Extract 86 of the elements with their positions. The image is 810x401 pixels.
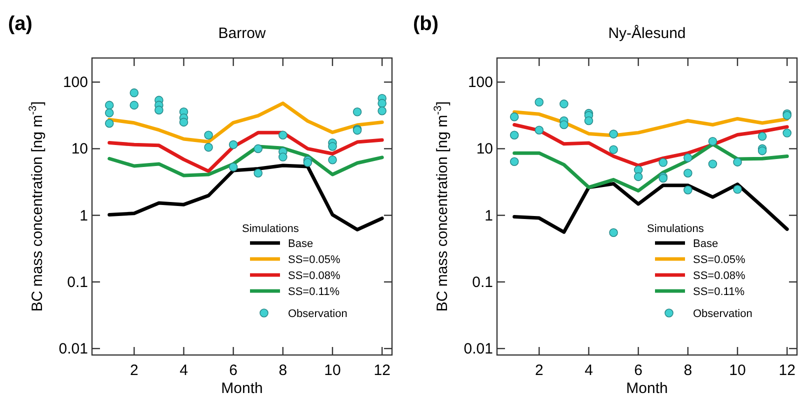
x-tick-label: 12 xyxy=(778,362,796,379)
point xyxy=(510,130,519,140)
legend-label: SS=0.05% xyxy=(288,254,341,266)
y-tick-label: 0.01 xyxy=(58,340,88,358)
point xyxy=(684,153,692,162)
point xyxy=(303,158,312,167)
x-axis-title: Month xyxy=(221,380,263,397)
legend-label: Base xyxy=(693,238,718,250)
legend-label: Observation xyxy=(288,308,348,320)
legend-label: SS=0.08% xyxy=(288,270,341,282)
x-tick-label: 6 xyxy=(634,362,642,379)
text: (a) xyxy=(8,13,32,35)
y-tick-label: 10 xyxy=(71,140,88,158)
point xyxy=(179,118,188,127)
x-tick-label: 8 xyxy=(278,362,288,379)
chart-title: Ny-Ålesund xyxy=(608,24,686,42)
point xyxy=(130,88,139,98)
line-series xyxy=(512,182,789,234)
point xyxy=(510,112,519,122)
x-tick-label: 4 xyxy=(584,362,593,379)
point xyxy=(154,106,164,114)
line-series xyxy=(108,144,384,178)
point xyxy=(510,157,519,166)
legend-label: Observation xyxy=(693,308,752,320)
point xyxy=(782,128,792,138)
chart-title: Barrow xyxy=(218,25,266,42)
x-tick-label: 12 xyxy=(374,362,390,379)
point xyxy=(634,172,643,182)
legend-label: SS=0.08% xyxy=(693,270,746,282)
x-tick-label: 2 xyxy=(130,362,138,379)
point xyxy=(684,168,692,178)
point xyxy=(378,106,386,116)
point xyxy=(609,130,618,138)
legend-label: SS=0.05% xyxy=(693,254,746,266)
x-tick-label: 10 xyxy=(324,362,341,379)
point xyxy=(609,145,618,154)
point xyxy=(204,142,213,152)
y-tick-label: 1 xyxy=(484,207,493,224)
x-tick-label: 2 xyxy=(534,362,544,379)
point xyxy=(352,107,362,116)
point xyxy=(204,130,213,140)
x-axis-title: Month xyxy=(626,380,668,397)
point xyxy=(560,120,568,130)
point xyxy=(254,168,263,178)
y-tick-label: 100 xyxy=(62,74,88,92)
legend-label: SS=0.11% xyxy=(288,286,340,298)
point xyxy=(328,142,337,151)
legend-label: Base xyxy=(288,238,314,250)
point xyxy=(733,184,742,194)
point xyxy=(658,158,668,167)
legend-title: Simulations xyxy=(242,223,300,235)
point xyxy=(609,228,618,238)
point xyxy=(584,116,594,126)
point xyxy=(758,132,767,141)
y-tick-label: 10 xyxy=(476,140,493,158)
y-tick-label: 1 xyxy=(80,207,88,224)
y-tick-label: 0.1 xyxy=(472,274,493,291)
point xyxy=(254,144,263,154)
point xyxy=(684,186,692,194)
text: (b) xyxy=(413,13,439,35)
point xyxy=(708,160,718,168)
point xyxy=(733,158,742,166)
x-tick-label: 6 xyxy=(229,362,238,379)
point xyxy=(708,136,718,146)
x-tick-label: 10 xyxy=(729,362,746,379)
line-series xyxy=(108,130,384,173)
point xyxy=(378,98,386,108)
legend-title: Simulations xyxy=(647,223,704,235)
y-tick-label: 0.1 xyxy=(67,274,88,291)
point xyxy=(328,155,337,164)
point xyxy=(228,162,238,172)
point xyxy=(104,100,114,110)
x-tick-label: 8 xyxy=(684,362,692,379)
point xyxy=(278,152,288,162)
point xyxy=(560,100,568,108)
point xyxy=(534,98,544,107)
legend-label: SS=0.11% xyxy=(693,286,745,298)
x-tick-label: 4 xyxy=(180,362,188,379)
y-tick-label: 0.01 xyxy=(464,340,493,358)
point xyxy=(228,140,238,150)
y-tick-label: 100 xyxy=(468,74,493,92)
point xyxy=(534,126,544,135)
point xyxy=(104,108,114,118)
point xyxy=(130,100,139,110)
point xyxy=(278,130,288,140)
point xyxy=(104,118,114,128)
